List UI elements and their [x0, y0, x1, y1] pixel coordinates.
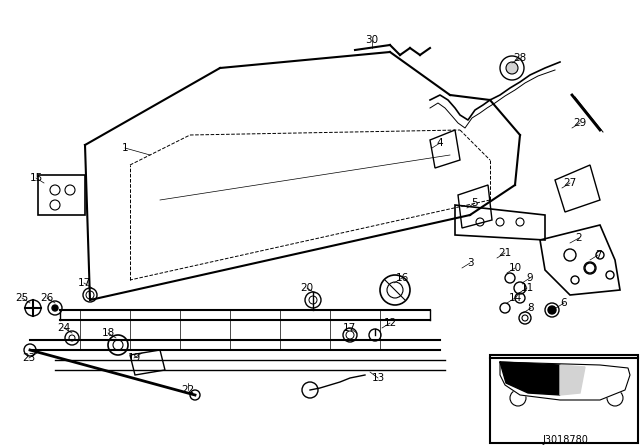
Text: 8: 8 [528, 303, 534, 313]
Circle shape [52, 305, 58, 311]
Text: 17: 17 [342, 323, 356, 333]
Circle shape [607, 390, 623, 406]
Text: 11: 11 [520, 283, 534, 293]
Text: 6: 6 [561, 298, 567, 308]
Text: 10: 10 [508, 263, 522, 273]
Polygon shape [500, 360, 630, 400]
Text: 22: 22 [181, 385, 195, 395]
Text: 21: 21 [499, 248, 511, 258]
Text: 20: 20 [300, 283, 314, 293]
Text: 7: 7 [595, 250, 602, 260]
Text: 24: 24 [58, 323, 70, 333]
Text: 25: 25 [15, 293, 29, 303]
Circle shape [510, 390, 526, 406]
Text: 1: 1 [122, 143, 128, 153]
Text: J3018780: J3018780 [542, 435, 588, 445]
Text: 3: 3 [467, 258, 474, 268]
Text: 19: 19 [127, 353, 141, 363]
Text: 12: 12 [383, 318, 397, 328]
Text: 23: 23 [22, 353, 36, 363]
Text: 2: 2 [576, 233, 582, 243]
Text: 26: 26 [40, 293, 54, 303]
Text: 16: 16 [396, 273, 408, 283]
Text: 27: 27 [563, 178, 577, 188]
Text: 18: 18 [101, 328, 115, 338]
Text: 13: 13 [371, 373, 385, 383]
Text: 5: 5 [472, 198, 478, 208]
Polygon shape [560, 365, 585, 395]
Text: 9: 9 [527, 273, 533, 283]
Polygon shape [500, 362, 560, 395]
Text: 28: 28 [513, 53, 527, 63]
Text: 15: 15 [29, 173, 43, 183]
Text: 30: 30 [365, 35, 379, 45]
Text: 4: 4 [436, 138, 444, 148]
Circle shape [548, 306, 556, 314]
Circle shape [506, 62, 518, 74]
Text: 17: 17 [77, 278, 91, 288]
Text: 29: 29 [573, 118, 587, 128]
Bar [490, 355, 638, 443]
Text: 14: 14 [508, 293, 522, 303]
